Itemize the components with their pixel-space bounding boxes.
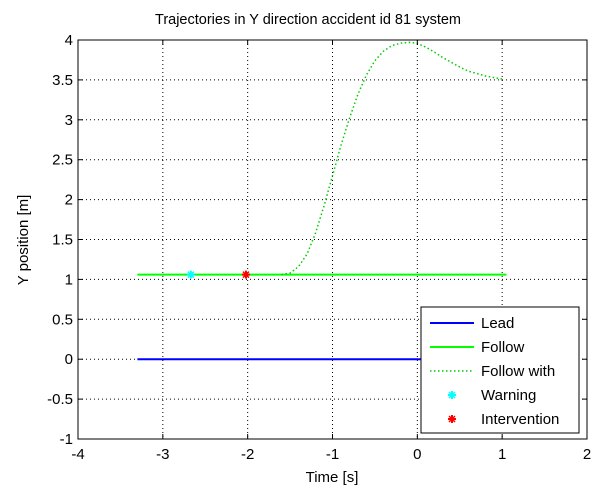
y-tick-label: -1 <box>60 431 73 448</box>
legend-label-follow-with: Follow with <box>481 363 555 380</box>
x-tick-label: 2 <box>583 446 591 463</box>
chart-title: Trajectories in Y direction accident id … <box>155 12 461 28</box>
y-tick-label: 0 <box>65 351 73 368</box>
y-tick-label: 1 <box>65 271 73 288</box>
marker-layer <box>186 270 250 279</box>
y-tick-label: 0.5 <box>52 311 73 328</box>
y-axis-label: Y position [m] <box>15 195 32 286</box>
legend-label-intervention: Intervention <box>481 411 559 428</box>
x-tick-label: 0 <box>413 446 421 463</box>
y-tick-label: 3 <box>65 112 73 129</box>
x-axis-label: Time [s] <box>306 469 359 486</box>
legend-swatch-intervention <box>448 415 456 423</box>
x-tick-label: -2 <box>241 446 254 463</box>
x-tick-label: -4 <box>71 446 84 463</box>
legend-label-follow: Follow <box>481 339 525 356</box>
x-tick-label: -1 <box>326 446 339 463</box>
y-tick-label: -0.5 <box>47 391 73 408</box>
y-tick-label: 2 <box>65 192 73 209</box>
x-tick-label: 1 <box>498 446 506 463</box>
legend-label-lead: Lead <box>481 315 514 332</box>
legend-box <box>420 306 580 434</box>
y-tick-label: 4 <box>65 32 73 49</box>
warning-marker <box>186 270 195 279</box>
y-tick-label: 2.5 <box>52 152 73 169</box>
y-tick-label: 3.5 <box>52 72 73 89</box>
legend: Lead Follow Follow with Warning Intervention <box>420 306 580 434</box>
ticks: -4 -3 -2 -1 0 1 2 -1 -0.5 0 0.5 1 1.5 2 2.5 3 3.5 4 <box>47 32 591 463</box>
legend-swatch-warning <box>448 391 456 399</box>
y-tick-label: 1.5 <box>52 232 73 249</box>
legend-label-warning: Warning <box>481 387 536 404</box>
intervention-marker <box>241 270 250 279</box>
x-tick-label: -3 <box>156 446 169 463</box>
